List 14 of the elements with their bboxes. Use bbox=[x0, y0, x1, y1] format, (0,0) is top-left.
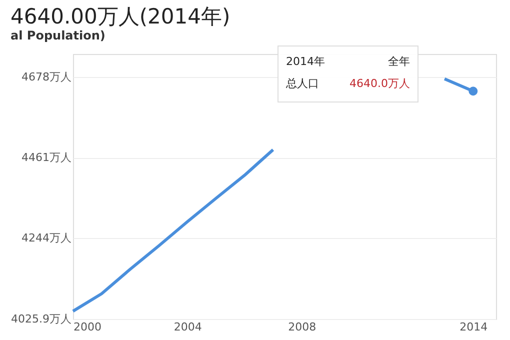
annotation: 2014年 bbox=[286, 55, 325, 68]
x-tick-label: 2000 bbox=[74, 320, 102, 334]
x-tick-label: 2004 bbox=[174, 320, 202, 334]
chart-title: 4640.00万人(2014年) bbox=[10, 4, 230, 28]
y-tick-label: 4025.9万人 bbox=[11, 312, 72, 326]
y-tick-label: 4678万人 bbox=[22, 70, 72, 84]
y-tick-label: 4461万人 bbox=[22, 151, 72, 164]
chart-subtitle: al Population) bbox=[10, 28, 106, 42]
y-tick-label: 4244万人 bbox=[22, 232, 72, 245]
annotation: 4640.0万人 bbox=[350, 77, 410, 90]
annotation: 总人口 bbox=[285, 77, 319, 90]
x-tick-label: 2008 bbox=[288, 320, 316, 334]
x-tick-label: 2014 bbox=[460, 320, 488, 334]
annotation: 全年 bbox=[388, 55, 410, 68]
